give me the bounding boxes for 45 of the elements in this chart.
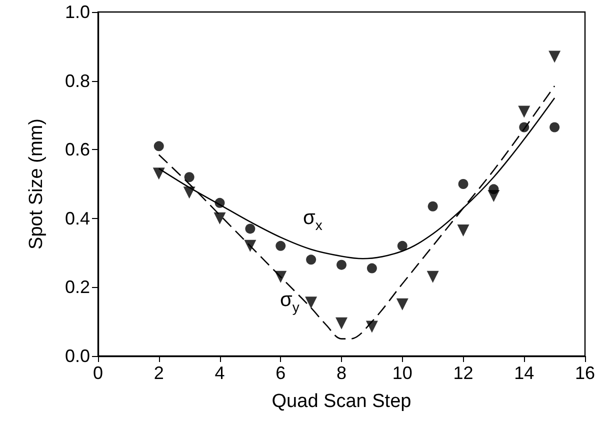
x-tick-label: 6 xyxy=(276,363,286,383)
x-tick-label: 2 xyxy=(154,363,164,383)
y-tick-label: 0.6 xyxy=(64,140,90,160)
point xyxy=(154,141,164,152)
y-tick-label: 1.0 xyxy=(64,2,90,22)
x-axis-title: Quad Scan Step xyxy=(272,391,412,412)
point xyxy=(274,270,287,283)
point xyxy=(305,296,318,309)
point xyxy=(276,240,286,251)
point xyxy=(366,320,378,333)
x-tick-label: 14 xyxy=(514,363,534,383)
x-tick-label: 4 xyxy=(214,363,225,383)
point xyxy=(214,198,225,208)
point xyxy=(245,224,256,234)
y-tick-label: 0.2 xyxy=(64,277,90,298)
y-axis-title: Spot Size (mm) xyxy=(26,118,47,250)
x-tick-label: 0 xyxy=(92,363,104,383)
point xyxy=(184,172,194,182)
point xyxy=(518,106,530,118)
y-tick-label: 0.8 xyxy=(64,70,90,91)
x-tick-label: 16 xyxy=(574,363,596,383)
point xyxy=(306,254,316,265)
point xyxy=(397,240,408,251)
point xyxy=(519,122,530,132)
point xyxy=(183,186,196,199)
point xyxy=(457,224,470,236)
point xyxy=(426,270,439,283)
y-tick-label: 0.0 xyxy=(64,346,90,366)
point xyxy=(152,168,165,180)
y-tick-label: 0.4 xyxy=(64,208,90,228)
point xyxy=(396,298,408,310)
point xyxy=(548,50,561,63)
point xyxy=(214,212,226,224)
x-tick-label: 12 xyxy=(453,363,474,383)
point xyxy=(488,190,500,202)
point xyxy=(366,263,377,274)
point xyxy=(550,122,560,132)
point xyxy=(458,179,468,189)
x-tick-label: 10 xyxy=(392,363,412,383)
line-series xyxy=(158,85,556,340)
point xyxy=(428,201,438,212)
point xyxy=(336,260,346,270)
point xyxy=(244,240,256,252)
point xyxy=(336,317,348,330)
x-tick-label: 8 xyxy=(336,363,347,383)
